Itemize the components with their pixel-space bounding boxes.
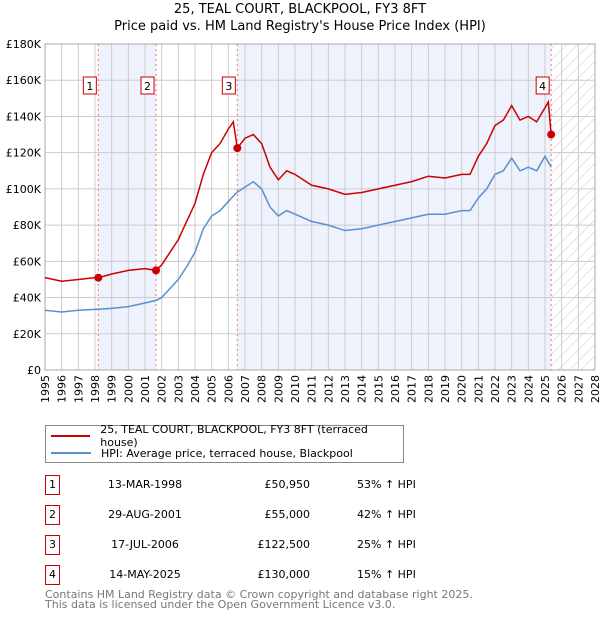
series-line bbox=[44, 154, 552, 313]
x-tick-label: 2008 bbox=[256, 375, 269, 403]
legend-label: HPI: Average price, terraced house, Blac… bbox=[101, 446, 353, 460]
x-tick-label: 1996 bbox=[56, 375, 69, 403]
footer: Contains HM Land Registry data © Crown c… bbox=[45, 588, 473, 611]
sale-price: £55,000 bbox=[264, 508, 311, 521]
x-tick-label: 2003 bbox=[172, 375, 185, 403]
x-tick-label: 2020 bbox=[456, 375, 469, 403]
sale-label-box bbox=[221, 76, 236, 95]
y-tick-label: £180K bbox=[6, 38, 42, 51]
sale-label: 2 bbox=[144, 80, 151, 93]
x-tick-label: 2021 bbox=[472, 375, 485, 403]
y-tick-label: £0 bbox=[27, 364, 41, 377]
x-tick-label: 2024 bbox=[522, 375, 535, 403]
sale-price: £130,000 bbox=[257, 568, 311, 581]
sale-date: 29-AUG-2001 bbox=[108, 508, 182, 521]
x-tick-label: 2012 bbox=[322, 375, 335, 403]
sale-point bbox=[152, 266, 160, 275]
x-tick-label: 2018 bbox=[422, 375, 435, 403]
x-tick-label: 2006 bbox=[222, 375, 235, 403]
x-tick-label: 2001 bbox=[139, 375, 152, 403]
x-tick-label: 2013 bbox=[339, 375, 352, 403]
forecast-hatch bbox=[551, 44, 595, 370]
sale-label: 3 bbox=[225, 80, 232, 93]
x-tick-label: 2005 bbox=[206, 375, 219, 403]
sale-row: 3 17-JUL-2006 £122,500 25% ↑ HPI bbox=[45, 535, 445, 555]
legend: 25, TEAL COURT, BLACKPOOL, FY3 8FT (terr… bbox=[45, 423, 404, 463]
sale-label-box bbox=[82, 76, 97, 95]
x-tick-label: 2007 bbox=[239, 375, 252, 403]
x-tick-label: 2002 bbox=[156, 375, 169, 403]
legend-label: 25, TEAL COURT, BLACKPOOL, FY3 8FT (terr… bbox=[100, 423, 368, 449]
y-tick-label: £140K bbox=[6, 110, 42, 123]
sale-date: 17-JUL-2006 bbox=[111, 538, 179, 551]
x-tick-label: 1999 bbox=[106, 375, 119, 403]
sale-price: £122,500 bbox=[257, 538, 311, 551]
plot-area: 1995 1996 1997 1998 1999 2000 2001 2002 2003 2004… bbox=[6, 38, 600, 403]
x-tick-label: 1995 bbox=[39, 375, 52, 403]
sale-label-box bbox=[140, 76, 155, 95]
legend-item-property: 25, TEAL COURT, BLACKPOOL, FY3 8FT (terr… bbox=[46, 423, 403, 449]
x-tick-label: 2009 bbox=[272, 375, 285, 403]
sale-point bbox=[233, 144, 242, 153]
sale-hpi: 42% ↑ HPI bbox=[357, 508, 416, 521]
shaded-period bbox=[237, 44, 552, 370]
footer-line: Contains HM Land Registry data © Crown c… bbox=[45, 588, 473, 601]
sale-hpi: 25% ↑ HPI bbox=[357, 538, 416, 551]
y-tick-label: £40K bbox=[13, 292, 42, 305]
sale-date: 14-MAY-2025 bbox=[109, 568, 181, 581]
x-tick-label: 2014 bbox=[356, 375, 369, 403]
sale-number: 1 bbox=[45, 475, 60, 495]
sale-point bbox=[547, 130, 556, 139]
x-tick-label: 2027 bbox=[572, 375, 585, 403]
x-tick-label: 2028 bbox=[589, 375, 600, 403]
sale-number: 2 bbox=[45, 505, 60, 525]
x-tick-label: 2010 bbox=[289, 375, 302, 403]
y-tick-label: £160K bbox=[6, 74, 42, 87]
sale-row: 4 14-MAY-2025 £130,000 15% ↑ HPI bbox=[45, 565, 445, 585]
shaded-period bbox=[98, 44, 156, 370]
legend-swatch-red bbox=[51, 435, 91, 437]
y-tick-label: £20K bbox=[13, 328, 42, 341]
x-tick-label: 1997 bbox=[72, 375, 85, 403]
legend-swatch-blue bbox=[51, 452, 91, 454]
y-tick-label: £60K bbox=[13, 255, 42, 268]
x-tick-label: 2015 bbox=[372, 375, 385, 403]
y-tick-label: £100K bbox=[6, 183, 42, 196]
plot-border bbox=[44, 43, 596, 371]
x-tick-label: 2022 bbox=[489, 375, 502, 403]
y-tick-label: £120K bbox=[6, 147, 42, 160]
sale-point bbox=[94, 273, 103, 282]
x-tick-label: 2019 bbox=[439, 375, 452, 403]
sale-row: 2 29-AUG-2001 £55,000 42% ↑ HPI bbox=[45, 505, 445, 525]
legend-item-hpi: HPI: Average price, terraced house, Blac… bbox=[46, 445, 353, 461]
x-tick-label: 2023 bbox=[506, 375, 519, 403]
sale-row: 1 13-MAR-1998 £50,950 53% ↑ HPI bbox=[45, 475, 445, 495]
sale-hpi: 53% ↑ HPI bbox=[357, 478, 416, 491]
sale-label: 1 bbox=[86, 80, 93, 93]
x-tick-label: 1998 bbox=[89, 375, 102, 403]
sale-date: 13-MAR-1998 bbox=[107, 478, 183, 491]
x-tick-label: 2026 bbox=[556, 375, 569, 403]
sale-label-box bbox=[535, 76, 550, 95]
sale-hpi: 15% ↑ HPI bbox=[357, 568, 416, 581]
x-tick-label: 2004 bbox=[189, 375, 202, 403]
x-tick-label: 2017 bbox=[406, 375, 419, 403]
sale-number: 3 bbox=[45, 535, 60, 555]
x-tick-label: 2011 bbox=[306, 375, 319, 403]
chart-title: 25, TEAL COURT, BLACKPOOL, FY3 8FT bbox=[173, 2, 427, 17]
x-tick-label: 2025 bbox=[539, 375, 552, 403]
sale-price: £50,950 bbox=[264, 478, 311, 491]
x-tick-label: 2016 bbox=[389, 375, 402, 403]
y-tick-label: £80K bbox=[13, 219, 42, 232]
sale-label: 4 bbox=[539, 80, 546, 93]
footer-line: This data is licensed under the Open Gov… bbox=[45, 598, 396, 611]
x-tick-label: 2000 bbox=[122, 375, 135, 403]
chart-subtitle: Price paid vs. HM Land Registry's House … bbox=[114, 19, 486, 34]
sale-number: 4 bbox=[45, 565, 60, 585]
